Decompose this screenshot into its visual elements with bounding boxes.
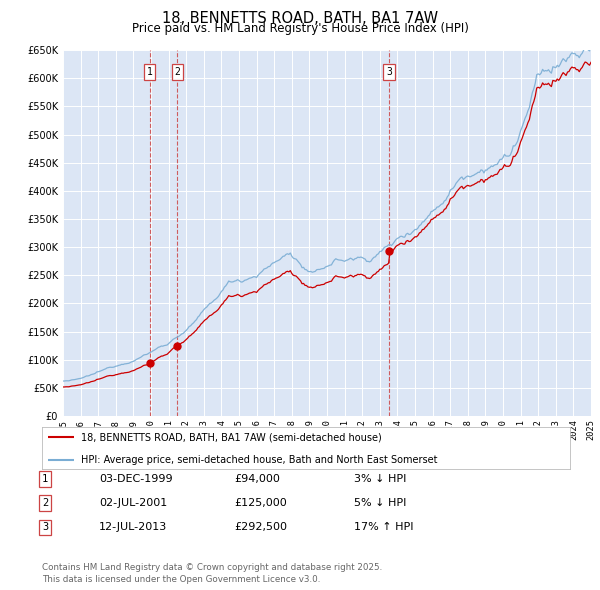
- Text: 5% ↓ HPI: 5% ↓ HPI: [354, 499, 406, 508]
- Text: 03-DEC-1999: 03-DEC-1999: [99, 474, 173, 484]
- Text: 18, BENNETTS ROAD, BATH, BA1 7AW (semi-detached house): 18, BENNETTS ROAD, BATH, BA1 7AW (semi-d…: [80, 432, 381, 442]
- Text: This data is licensed under the Open Government Licence v3.0.: This data is licensed under the Open Gov…: [42, 575, 320, 584]
- Text: 17% ↑ HPI: 17% ↑ HPI: [354, 523, 413, 532]
- Text: 1: 1: [146, 67, 152, 77]
- Text: 2: 2: [175, 67, 181, 77]
- Text: 1: 1: [42, 474, 48, 484]
- Text: £125,000: £125,000: [234, 499, 287, 508]
- Text: Price paid vs. HM Land Registry's House Price Index (HPI): Price paid vs. HM Land Registry's House …: [131, 22, 469, 35]
- Text: 18, BENNETTS ROAD, BATH, BA1 7AW: 18, BENNETTS ROAD, BATH, BA1 7AW: [162, 11, 438, 25]
- Text: £292,500: £292,500: [234, 523, 287, 532]
- Text: 3% ↓ HPI: 3% ↓ HPI: [354, 474, 406, 484]
- Text: HPI: Average price, semi-detached house, Bath and North East Somerset: HPI: Average price, semi-detached house,…: [80, 455, 437, 465]
- Text: Contains HM Land Registry data © Crown copyright and database right 2025.: Contains HM Land Registry data © Crown c…: [42, 563, 382, 572]
- Text: 3: 3: [42, 523, 48, 532]
- Text: 12-JUL-2013: 12-JUL-2013: [99, 523, 167, 532]
- Text: £94,000: £94,000: [234, 474, 280, 484]
- Text: 02-JUL-2001: 02-JUL-2001: [99, 499, 167, 508]
- Text: 2: 2: [42, 499, 48, 508]
- Text: 3: 3: [386, 67, 392, 77]
